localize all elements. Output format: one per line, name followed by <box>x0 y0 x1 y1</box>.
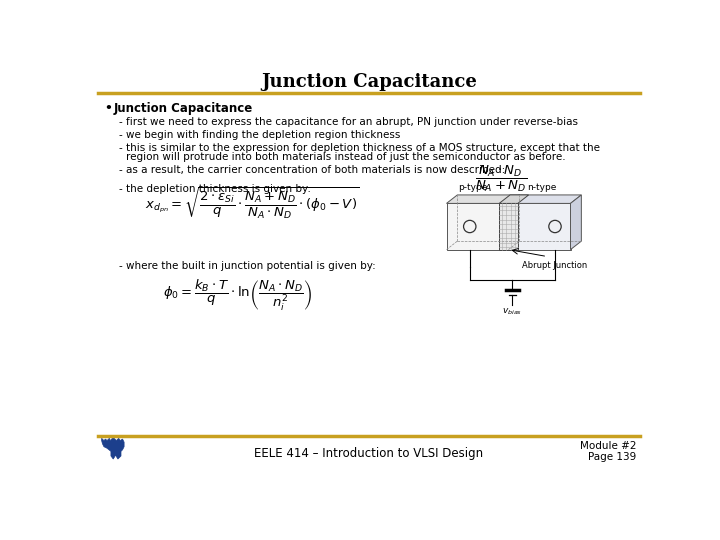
Text: n-type: n-type <box>527 183 557 192</box>
Text: - as a result, the carrier concentration of both materials is now described:: - as a result, the carrier concentration… <box>120 165 505 175</box>
Polygon shape <box>102 437 124 459</box>
Text: region will protrude into both materials instead of just the semiconductor as be: region will protrude into both materials… <box>126 152 565 162</box>
Text: Junction Capacitance: Junction Capacitance <box>113 102 253 115</box>
Text: - this is similar to the expression for depletion thickness of a MOS structure, : - this is similar to the expression for … <box>120 143 600 153</box>
Text: - where the built in junction potential is given by:: - where the built in junction potential … <box>120 261 376 271</box>
Polygon shape <box>499 195 528 204</box>
Text: Junction Capacitance: Junction Capacitance <box>261 73 477 91</box>
Polygon shape <box>446 195 519 204</box>
Polygon shape <box>570 195 581 249</box>
Polygon shape <box>508 204 570 249</box>
Text: EELE 414 – Introduction to VLSI Design: EELE 414 – Introduction to VLSI Design <box>254 447 484 460</box>
Text: - first we need to express the capacitance for an abrupt, PN junction under reve: - first we need to express the capacitan… <box>120 117 578 127</box>
Text: $\phi_0 = \dfrac{k_B \cdot T}{q} \cdot \ln\!\left(\dfrac{N_A \cdot N_D}{n_i^2}\r: $\phi_0 = \dfrac{k_B \cdot T}{q} \cdot \… <box>163 278 312 313</box>
Polygon shape <box>446 204 508 249</box>
Polygon shape <box>508 195 581 204</box>
Text: - we begin with finding the depletion region thickness: - we begin with finding the depletion re… <box>120 130 401 140</box>
Text: Abrupt Junction: Abrupt Junction <box>523 261 588 270</box>
Text: $x_{d_{pn}} = \sqrt{\dfrac{2 \cdot \varepsilon_{Si}}{q} \cdot \dfrac{N_A + N_D}{: $x_{d_{pn}} = \sqrt{\dfrac{2 \cdot \vare… <box>145 186 360 221</box>
Text: $v_{bias}$: $v_{bias}$ <box>503 307 523 317</box>
Text: Module #2
Page 139: Module #2 Page 139 <box>580 441 636 462</box>
Text: - the depletion thickness is given by:: - the depletion thickness is given by: <box>120 184 312 194</box>
Polygon shape <box>508 195 519 249</box>
Text: $\dfrac{N_A \cdot N_D}{N_A + N_D}$: $\dfrac{N_A \cdot N_D}{N_A + N_D}$ <box>474 164 527 194</box>
Polygon shape <box>499 204 518 249</box>
Text: •: • <box>104 102 112 115</box>
Text: p-type: p-type <box>458 183 487 192</box>
